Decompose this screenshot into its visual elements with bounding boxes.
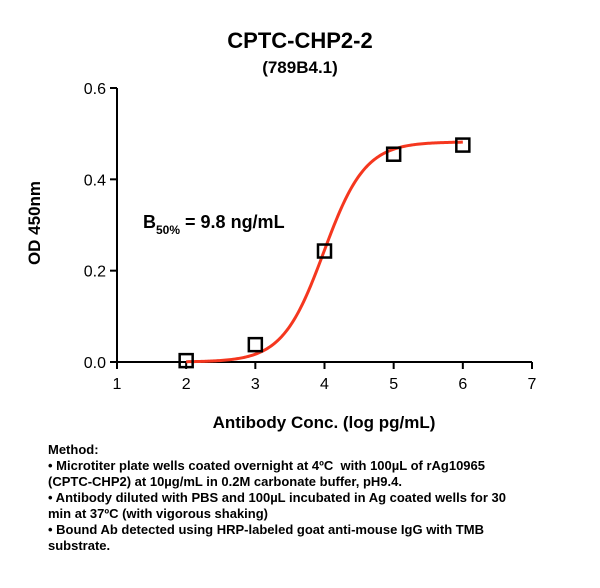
y-tick-label: 0.0 (84, 355, 106, 372)
chart-subtitle: (789B4.1) (262, 58, 338, 77)
x-tick-label: 1 (113, 376, 122, 393)
method-line: • Microtiter plate wells coated overnigh… (48, 458, 485, 473)
chart-title: CPTC-CHP2-2 (227, 28, 373, 53)
method-line: min at 37ºC (with vigorous shaking) (48, 506, 268, 521)
method-line: (CPTC-CHP2) at 10µg/mL in 0.2M carbonate… (48, 474, 402, 489)
x-tick-label: 5 (389, 376, 398, 393)
x-tick-label: 2 (182, 376, 191, 393)
chart-axes: 1 2 3 4 5 6 7 0.0 0.2 0.4 0.6 (84, 81, 537, 393)
x-tick-label: 6 (458, 376, 467, 393)
x-tick-label: 3 (251, 376, 260, 393)
y-axis-label: OD 450nm (25, 181, 44, 265)
x-tick-label: 7 (528, 376, 537, 393)
x-axis-label: Antibody Conc. (log pg/mL) (213, 413, 436, 432)
data-point (385, 146, 402, 162)
ec50-annotation-value: = 9.8 ng/mL (180, 212, 285, 232)
method-line: substrate. (48, 538, 111, 553)
data-point (247, 336, 264, 353)
data-point (178, 352, 194, 369)
fit-curve (186, 140, 463, 364)
y-tick-label: 0.6 (84, 81, 106, 98)
method-section: Method: • Microtiter plate wells coated … (48, 442, 578, 554)
method-heading: Method: (48, 442, 99, 457)
ec50-annotation: B50% = 9.8 ng/mL (143, 212, 285, 237)
data-point (455, 137, 471, 153)
data-point (316, 243, 333, 259)
y-tick-label: 0.4 (84, 172, 106, 189)
ec50-annotation-main: B (143, 212, 156, 232)
method-line: • Antibody diluted with PBS and 100µL in… (48, 490, 506, 505)
data-points (178, 137, 471, 369)
fit-curve-group (186, 140, 463, 364)
x-tick-label: 4 (320, 376, 329, 393)
chart-plot: 1 2 3 4 5 6 7 0.0 0.2 0.4 0.6 OD 450nm Antibody Co… (25, 81, 537, 432)
y-tick-label: 0.2 (84, 264, 106, 281)
ec50-annotation-subscript: 50% (156, 223, 180, 237)
method-line: • Bound Ab detected using HRP-labeled go… (48, 522, 484, 537)
